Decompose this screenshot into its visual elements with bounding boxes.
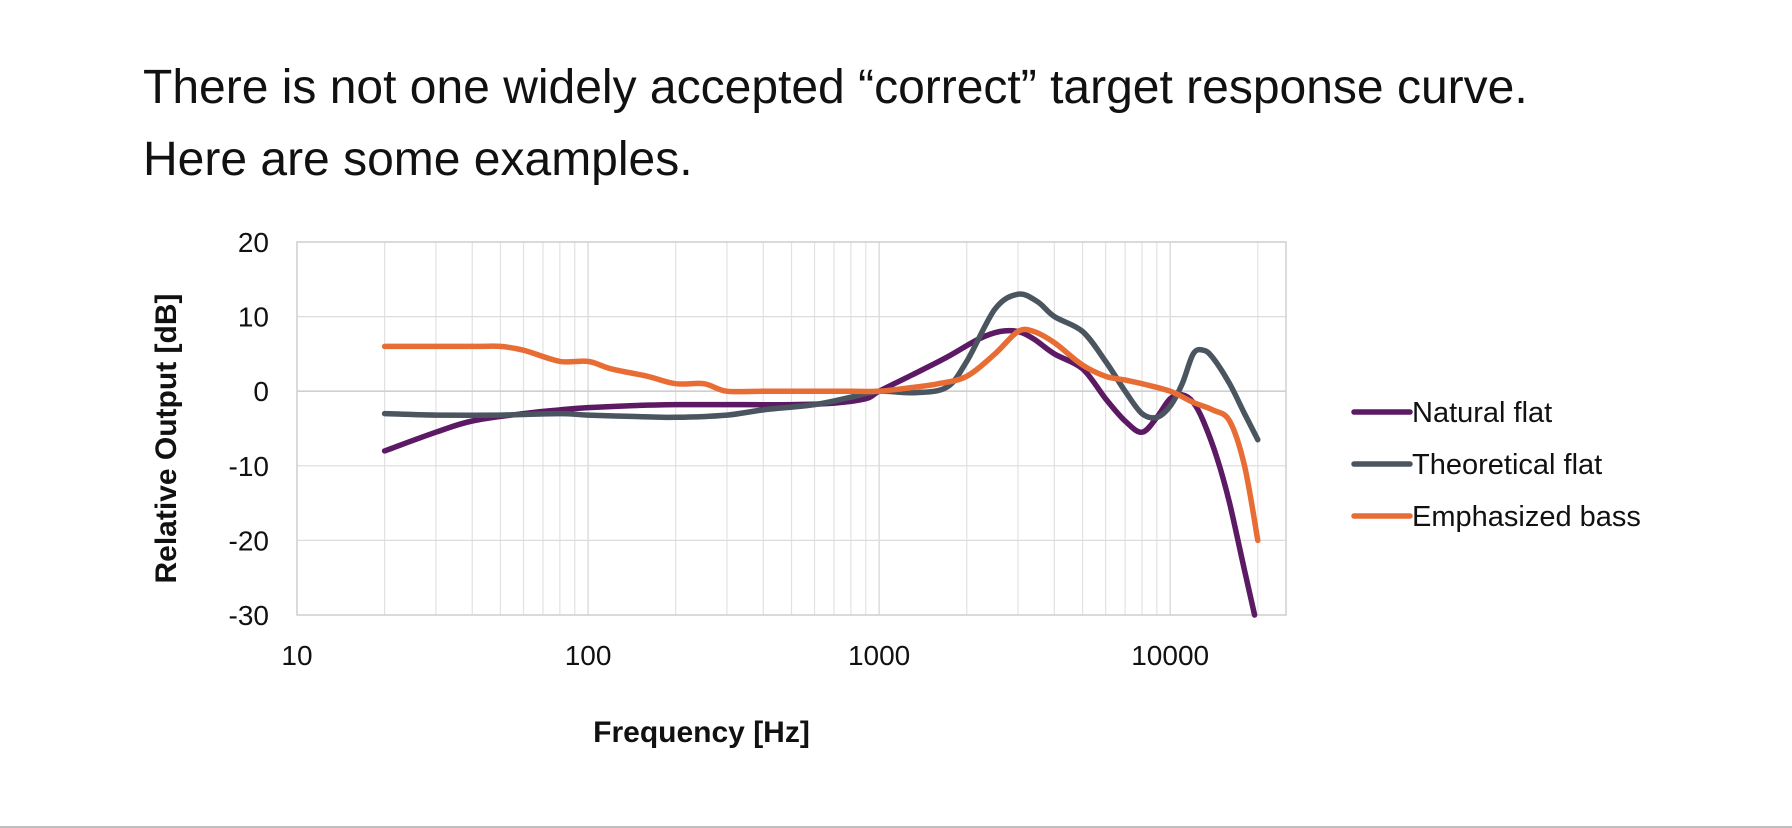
legend-label-theoretical-flat: Theoretical flat [1412, 449, 1602, 481]
plot-area-frame [296, 241, 1287, 616]
slide-bottom-rule [0, 826, 1792, 828]
series-line-theoretical-flat [381, 291, 1261, 443]
y-axis-tick-labels: 20 10 0 -10 -20 -30 [229, 227, 269, 631]
legend-label-natural-flat: Natural flat [1412, 397, 1552, 429]
chart-legend: Natural flat Theoretical flat Emphasized b… [1351, 397, 1641, 533]
x-tick-label: 1000 [848, 640, 910, 671]
y-tick-label: 10 [238, 302, 269, 333]
y-tick-label: -10 [229, 451, 269, 482]
legend-label-emphasized-bass: Emphasized bass [1412, 501, 1641, 533]
slide-title-line-1: There is not one widely accepted “correc… [143, 61, 1528, 114]
y-tick-label: -30 [229, 600, 269, 631]
x-tick-label: 10 [281, 640, 312, 671]
chart-series [381, 291, 1261, 618]
y-tick-label: -20 [229, 525, 269, 556]
y-tick-label: 20 [238, 227, 269, 258]
series-line-natural-flat [381, 327, 1258, 618]
series-line-emphasized-bass [381, 326, 1261, 544]
x-axis-title: Frequency [Hz] [593, 716, 810, 749]
x-tick-label: 100 [565, 640, 612, 671]
y-tick-label: 0 [253, 376, 269, 407]
slide-title: There is not one widely accepted “correc… [143, 52, 1723, 196]
x-tick-label: 10000 [1131, 640, 1209, 671]
x-axis-tick-labels: 10 100 1000 10000 [281, 640, 1209, 671]
y-axis-title: Relative Output [dB] [150, 294, 183, 584]
slide-title-line-2: Here are some examples. [143, 133, 693, 186]
